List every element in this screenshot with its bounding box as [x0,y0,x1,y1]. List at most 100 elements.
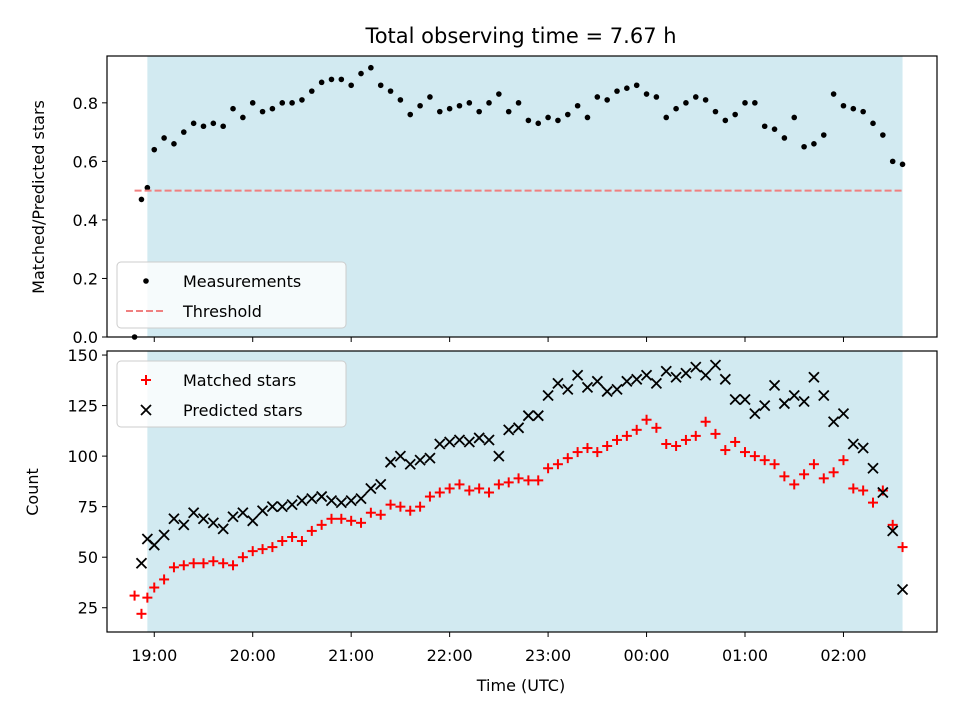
x-b [178,519,190,531]
data-point [650,377,663,389]
x-b [158,529,170,541]
x-b [601,385,613,398]
x-b [581,381,594,394]
x-b [699,369,712,381]
data-point [326,513,337,524]
data-point [545,114,551,121]
data-point [880,132,886,138]
data-point [602,441,613,452]
data-point [434,438,446,450]
data-point [742,100,748,106]
x-b [522,410,535,422]
y-tick-label: 0.2 [73,269,98,288]
data-point [287,531,298,542]
x-b [552,377,564,389]
x-b [690,361,702,373]
data-point [868,497,879,508]
data-point [621,430,632,441]
data-point [405,505,416,516]
x-b [266,501,279,513]
data-point [328,76,335,83]
data-point [453,434,466,446]
data-point [385,499,396,510]
data-point [316,490,328,503]
data-point [346,515,357,526]
data-point [818,473,829,484]
x-b [798,395,810,408]
data-point [474,483,485,494]
data-point [740,447,751,458]
legend-label: Threshold [182,302,262,321]
data-point [249,100,256,106]
data-point [651,422,662,433]
x-b [188,507,200,519]
y-tick-label: 25 [78,599,98,618]
data-point [505,108,512,115]
y-tick-label: 0.6 [73,152,98,171]
data-point [525,117,532,124]
data-point [325,494,338,507]
data-point [424,491,435,502]
data-point [692,94,699,100]
data-point [513,473,524,484]
data-point [535,120,542,127]
data-point [749,451,760,462]
x-b [493,450,505,462]
data-point [484,487,495,498]
x-b [788,389,800,402]
data-point [542,389,554,402]
data-point [404,458,416,470]
ratio-panel: 0.0 0.2 0.4 0.6 0.8 Measurements Threshold [73,55,938,347]
data-point [818,389,830,402]
data-point [168,513,180,525]
data-point [850,105,857,112]
data-point [710,428,721,439]
legend-marker [143,278,149,284]
data-point [828,467,839,478]
data-point [296,536,307,547]
data-point [417,102,423,109]
x-b [660,365,672,377]
x-b [148,539,160,551]
x-b [434,438,446,450]
x-b [217,523,229,535]
data-point [198,558,209,569]
x-b [404,458,416,470]
data-point [827,416,840,428]
x-tick-label: 23:00 [525,646,571,665]
data-point [562,453,573,464]
data-point [604,97,610,103]
data-point [870,120,876,127]
x-b [276,501,288,513]
data-point [345,494,357,507]
x-b [414,454,426,466]
data-point [348,82,354,89]
x-b [424,452,436,464]
data-point [503,477,514,488]
data-point [178,519,190,531]
legend-box [116,360,347,428]
data-point [407,111,414,118]
x-b [463,436,475,448]
data-point [269,105,276,112]
data-point [512,422,525,434]
data-point [483,434,495,446]
data-point [299,97,305,103]
data-point [673,105,679,112]
data-point [611,383,623,396]
data-point [640,369,653,381]
plot-frame [106,55,938,338]
data-point [778,397,791,410]
y-tick-label: 100 [67,447,98,466]
data-point [158,529,170,541]
data-point [899,161,906,168]
count-y-axis-label: Count [23,468,42,516]
x-b [384,456,397,468]
data-point [779,471,790,482]
data-point [218,558,229,569]
data-point [355,492,367,505]
data-point [415,501,426,512]
x-b [749,408,761,420]
data-point [660,365,672,377]
